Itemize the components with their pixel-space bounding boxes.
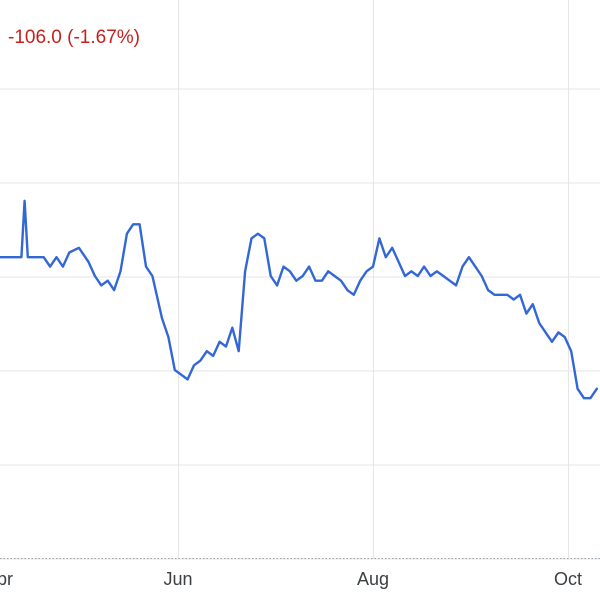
series-layer (0, 199, 598, 400)
x-tick-label: pr (0, 569, 13, 589)
price-change-label: -106.0 (-1.67%) (8, 27, 141, 48)
x-axis-ticks: pr Jun Aug Oct (0, 569, 582, 589)
series-line (0, 199, 598, 400)
x-tick-label: Jun (163, 569, 192, 589)
grid (0, 0, 600, 560)
x-tick-label: Aug (357, 569, 389, 589)
x-tick-label: Oct (554, 569, 582, 589)
